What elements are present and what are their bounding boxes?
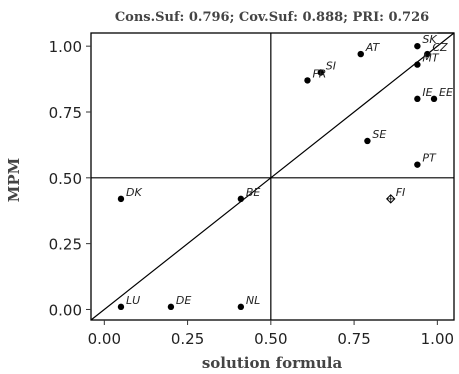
y-tick-label: 0.25: [49, 236, 82, 254]
diagonal-line: [90, 32, 455, 321]
point-dk: [117, 195, 125, 203]
point-at: [357, 50, 364, 58]
x-axis-title: solution formula: [202, 354, 343, 372]
point-se: [364, 137, 371, 145]
point-si: [317, 69, 324, 76]
point-fr: [304, 77, 311, 84]
chart-title: Cons.Suf: 0.796; Cov.Suf: 0.888; PRI: 0.…: [115, 10, 429, 25]
y-tick-label: 1.00: [49, 38, 82, 56]
point-ie: [414, 95, 421, 103]
point-label-de: DE: [176, 294, 191, 307]
plot-frame: [90, 32, 455, 321]
y-axis-title: MPM: [5, 158, 23, 203]
point-label-mt: MT: [422, 52, 439, 65]
y-tick-label: 0.00: [49, 301, 82, 319]
point-label-be: BE: [246, 186, 261, 199]
x-tick-label: 1.00: [421, 330, 454, 348]
x-tick-label: 0.75: [337, 330, 370, 348]
plot-area: 0.00 0.25 0.50 0.75 1.00 0.00 0.25 0.50 0.75 1.00…: [49, 32, 455, 348]
y-tick-label: 0.50: [49, 170, 82, 188]
point-de: [167, 303, 175, 311]
point-label-sk: SK: [422, 33, 437, 46]
y-tick-label: 0.75: [49, 104, 82, 122]
point-cz: [424, 50, 431, 58]
point-label-si: SI: [326, 59, 336, 72]
point-label-cz: CZ: [432, 41, 448, 54]
point-label-fi: FI: [396, 186, 406, 199]
x-tick-label: 0.25: [171, 330, 204, 348]
point-lu: [117, 303, 125, 311]
point-be: [237, 195, 245, 203]
point-label-nl: NL: [246, 294, 260, 307]
x-tick-label: 0.00: [88, 330, 121, 348]
point-label-ie: IE: [422, 86, 432, 99]
point-label-dk: DK: [126, 186, 142, 199]
point-label-lu: LU: [126, 294, 140, 307]
x-tick-label: 0.50: [254, 330, 287, 348]
point-sk: [414, 42, 421, 50]
point-label-pt: PT: [422, 152, 437, 165]
point-ee: [430, 95, 438, 103]
point-label-se: SE: [372, 128, 386, 141]
point-nl: [237, 303, 245, 311]
point-label-ee: EE: [439, 86, 453, 99]
point-pt: [414, 161, 421, 168]
point-label-at: AT: [365, 41, 381, 54]
point-mt: [414, 61, 421, 68]
point-label-fr: FR: [312, 67, 326, 80]
